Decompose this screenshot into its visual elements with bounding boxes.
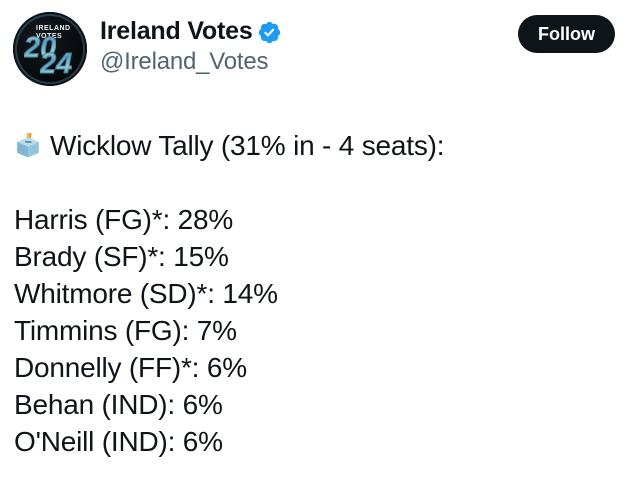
avatar-year-bottom: 24 — [39, 48, 73, 80]
result-line-behan: Behan (IND): 6% — [14, 389, 223, 420]
follow-button[interactable]: Follow — [518, 15, 615, 53]
avatar-brand-line2: VOTES — [36, 33, 71, 41]
name-row: Ireland Votes — [100, 17, 282, 46]
avatar-brand-text: IRELAND VOTES — [36, 25, 71, 41]
result-line-donnelly: Donnelly (FF)*: 6% — [14, 352, 247, 383]
result-line-brady: Brady (SF)*: 15% — [14, 241, 229, 272]
user-handle[interactable]: @Ireland_Votes — [100, 48, 269, 75]
tweet-text: Wicklow Tally (31% in - 4 seats): Harris… — [14, 127, 629, 460]
result-line-whitmore: Whitmore (SD)*: 14% — [14, 278, 278, 309]
result-line-harris: Harris (FG)*: 28% — [14, 204, 234, 235]
tally-title-line: Wicklow Tally (31% in - 4 seats): — [14, 127, 629, 164]
result-line-timmins: Timmins (FG): 7% — [14, 315, 237, 346]
tweet-header: IRELAND VOTES 20 24 Ireland Votes @Irela… — [13, 12, 615, 86]
display-name[interactable]: Ireland Votes — [100, 17, 253, 45]
avatar-brand-line1: IRELAND — [36, 25, 71, 32]
blank-line — [14, 164, 629, 201]
name-block: Ireland Votes @Ireland_Votes — [100, 12, 282, 76]
tally-title: Wicklow Tally (31% in - 4 seats): — [50, 130, 445, 161]
result-line-oneill: O'Neill (IND): 6% — [14, 426, 223, 457]
verified-badge-icon — [258, 21, 280, 44]
ballot-box-icon — [17, 132, 39, 157]
avatar-year-top: 20 — [23, 32, 57, 64]
avatar[interactable]: IRELAND VOTES 20 24 — [13, 12, 87, 86]
